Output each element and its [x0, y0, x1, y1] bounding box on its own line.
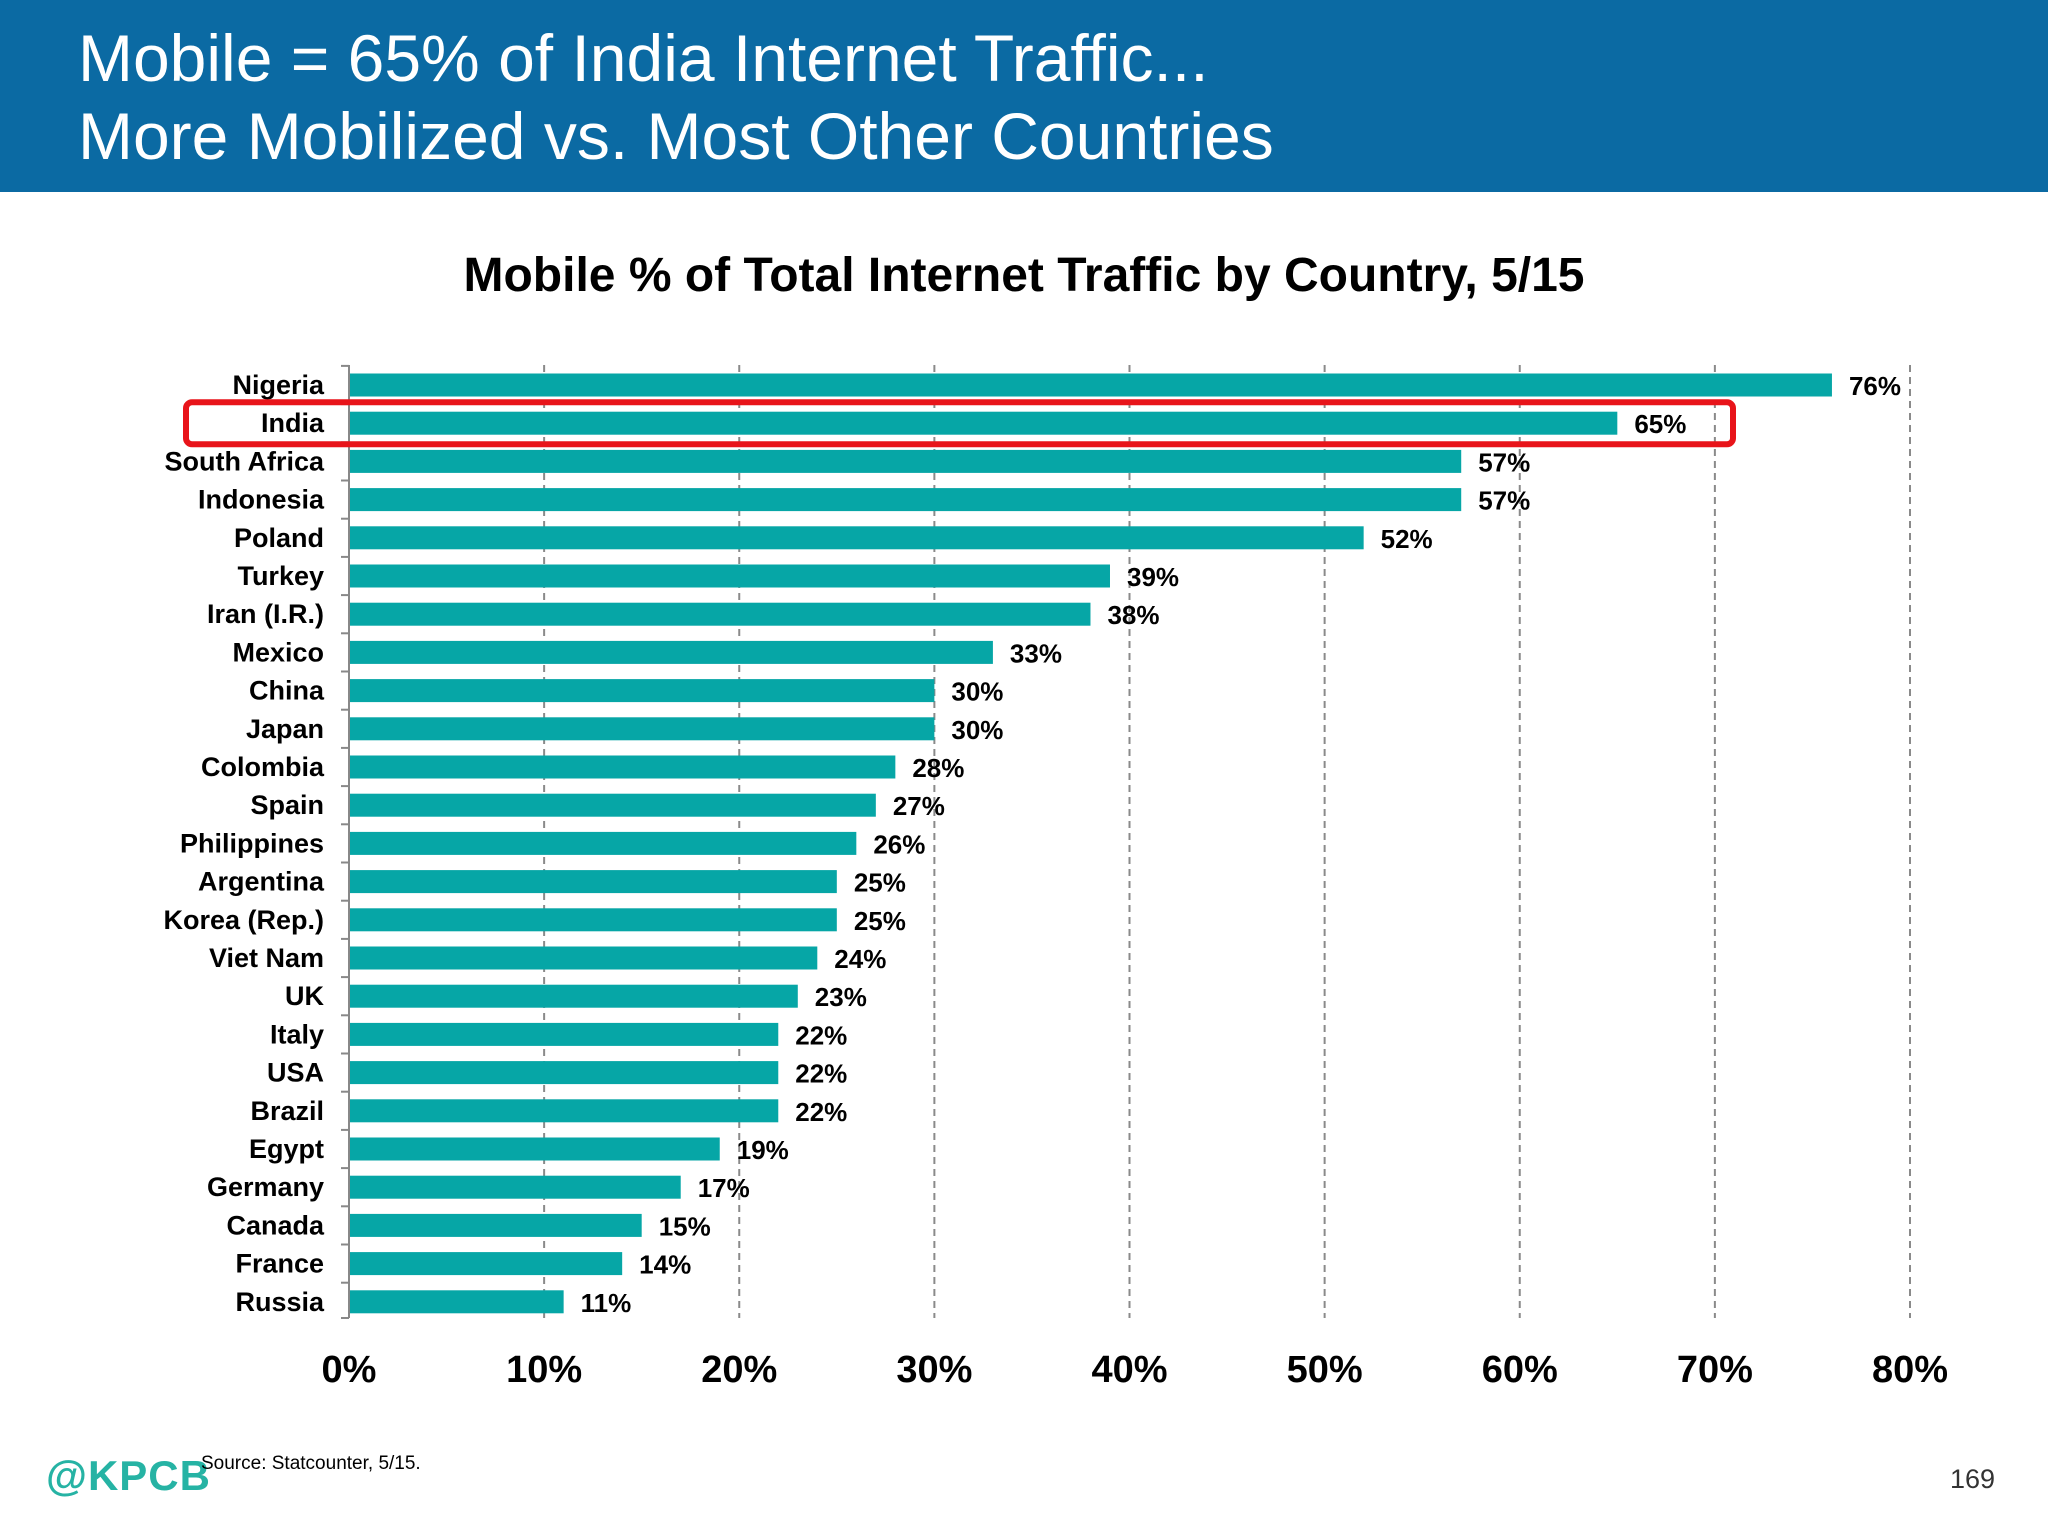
bar	[350, 1099, 779, 1123]
value-label: 22%	[795, 1020, 847, 1050]
value-label: 11%	[581, 1288, 632, 1318]
category-label: Russia	[235, 1287, 325, 1317]
bar	[350, 984, 798, 1008]
x-tick-label: 0%	[322, 1349, 377, 1391]
category-label: Indonesia	[198, 485, 325, 515]
bar	[350, 717, 935, 741]
x-tick-label: 20%	[701, 1349, 777, 1391]
bar	[350, 793, 876, 817]
chart-title: Mobile % of Total Internet Traffic by Co…	[463, 249, 1585, 302]
category-label: Italy	[270, 1019, 324, 1049]
x-tick-label: 10%	[506, 1349, 582, 1391]
value-label: 24%	[834, 944, 886, 974]
bar	[350, 449, 1462, 473]
value-label: 19%	[737, 1135, 789, 1165]
category-label: UK	[285, 981, 324, 1011]
category-label: China	[249, 676, 325, 706]
category-label: Japan	[246, 714, 324, 744]
category-label: Germany	[207, 1172, 324, 1202]
header-banner: Mobile = 65% of India Internet Traffic..…	[0, 0, 2048, 192]
category-label: Turkey	[237, 561, 324, 591]
x-tick-label: 60%	[1482, 1349, 1558, 1391]
bar	[350, 602, 1091, 626]
bar	[350, 1213, 642, 1237]
category-label: Korea (Rep.)	[163, 905, 324, 935]
value-label: 76%	[1849, 371, 1901, 401]
value-label: 15%	[659, 1211, 711, 1241]
bar	[350, 755, 896, 779]
headline-line-2: More Mobilized vs. Most Other Countries	[78, 99, 1274, 173]
value-label: 23%	[815, 982, 867, 1012]
value-label: 65%	[1634, 409, 1686, 439]
bar	[350, 946, 818, 970]
bar	[350, 1022, 779, 1046]
x-tick-label: 50%	[1287, 1349, 1363, 1391]
category-label: USA	[267, 1058, 324, 1088]
bar	[350, 640, 993, 664]
category-label: Argentina	[198, 867, 325, 897]
category-label: Viet Nam	[209, 943, 324, 973]
value-label: 52%	[1381, 524, 1433, 554]
bar	[350, 526, 1364, 550]
value-label: 27%	[893, 791, 945, 821]
value-label: 14%	[639, 1250, 691, 1280]
value-label: 25%	[854, 868, 906, 898]
category-label: Poland	[234, 523, 324, 553]
x-tick-label: 40%	[1091, 1349, 1167, 1391]
source-note: Source: Statcounter, 5/15.	[201, 1453, 421, 1474]
category-label: Iran (I.R.)	[207, 599, 324, 629]
page-number: 169	[1950, 1464, 1996, 1494]
value-label: 28%	[912, 753, 964, 783]
highlight-box-india	[183, 399, 1736, 448]
bar	[350, 1137, 720, 1161]
value-label: 22%	[795, 1059, 847, 1089]
kpcb-logo: @KPCB	[46, 1452, 211, 1499]
category-label: France	[235, 1249, 324, 1279]
bar	[350, 1290, 564, 1314]
bar	[350, 679, 935, 703]
bar	[350, 870, 837, 894]
value-label: 17%	[698, 1173, 750, 1203]
x-tick-label: 70%	[1677, 1349, 1753, 1391]
bar	[350, 488, 1462, 512]
value-label: 57%	[1478, 447, 1530, 477]
bar	[350, 1175, 681, 1199]
x-tick-label: 30%	[896, 1349, 972, 1391]
bar	[350, 411, 1618, 435]
value-label: 57%	[1478, 486, 1530, 516]
category-label: South Africa	[164, 446, 324, 476]
bar	[350, 564, 1110, 588]
value-label: 25%	[854, 906, 906, 936]
value-label: 26%	[873, 829, 925, 859]
category-label: Canada	[226, 1210, 325, 1240]
headline-line-1: Mobile = 65% of India Internet Traffic..…	[78, 21, 1209, 95]
value-label: 22%	[795, 1097, 847, 1127]
category-label: Egypt	[249, 1134, 324, 1164]
value-label: 33%	[1010, 638, 1062, 668]
category-label: Mexico	[232, 637, 324, 667]
bar	[350, 373, 1832, 397]
bar	[350, 908, 837, 932]
value-label: 39%	[1127, 562, 1179, 592]
x-tick-label: 80%	[1872, 1349, 1948, 1391]
category-label: Brazil	[250, 1096, 324, 1126]
bar	[350, 831, 857, 855]
bar	[350, 1252, 623, 1276]
value-label: 38%	[1107, 600, 1159, 630]
value-label: 30%	[951, 677, 1003, 707]
value-label: 30%	[951, 715, 1003, 745]
category-label: Colombia	[201, 752, 325, 782]
category-label: Nigeria	[232, 370, 325, 400]
bar	[350, 1061, 779, 1085]
category-label: Philippines	[180, 828, 324, 858]
category-label: Spain	[250, 790, 324, 820]
category-label: India	[261, 408, 325, 438]
